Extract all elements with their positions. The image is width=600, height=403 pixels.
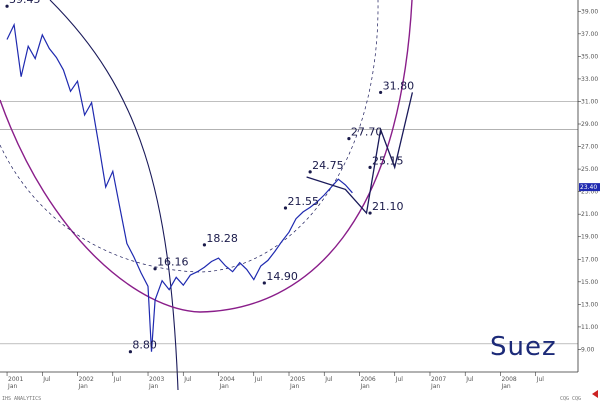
annotation-marker-3 [262,281,266,285]
annotation-marker-0 [5,4,9,8]
dashed-arc [0,0,379,273]
x-tick-sub-2: Jan [78,383,88,390]
annotation-marker-4 [283,206,288,210]
annotation-label-10: 8.80 [132,339,157,352]
y-tick-label-15: 9.00 [581,346,595,353]
arc-overlays [0,0,413,391]
x-tick-sub-12: Jan [430,383,440,390]
y-tick-label-3: 33.00 [581,76,598,83]
annotation-label-6: 27.70 [351,126,383,139]
y-tick-label-11: 17.00 [581,256,598,263]
price-line [6,22,353,352]
x-tick-label-1: Jul [42,376,51,383]
x-tick-label-0: 2001 [8,376,23,383]
x-tick-sub-14: Jan [500,383,510,390]
annotation-label-9: 21.10 [372,200,404,213]
y-tick-label-7: 25.00 [581,166,598,173]
x-tick-label-12: 2007 [431,376,446,383]
x-tick-label-2: 2002 [79,376,94,383]
annotation-marker-8 [368,165,372,169]
y-tick-label-6: 27.00 [581,144,598,151]
y-tick-label-2: 35.00 [581,53,598,60]
annotation-label-0: 39.45 [9,0,41,6]
annotation-label-7: 31.80 [383,79,415,92]
annotation-marker-7 [379,90,383,95]
chart-title: Suez [490,332,557,362]
last-price-badge [579,183,600,192]
last-price-badge-label: 23.40 [580,184,597,191]
x-tick-label-13: Jul [465,376,474,383]
x-tick-label-6: 2004 [220,376,235,383]
annotation-marker-9 [368,211,372,215]
x-tick-label-5: Jul [183,376,192,383]
y-tick-label-5: 29.00 [581,121,598,128]
y-tick-label-9: 21.00 [581,211,598,218]
x-tick-label-4: 2003 [149,376,164,383]
x-tick-label-10: 2006 [360,376,375,383]
y-tick-label-8: 23.00 [581,189,598,196]
descending-arc [49,0,179,391]
y-tick-label-4: 31.00 [581,98,598,105]
price-annotations: 39.45 16.16 18.28 14.90 21.55 24.75 27.70 31.80… [5,0,415,354]
y-tick-label-12: 15.00 [581,279,598,286]
scroll-arrow-icon[interactable] [592,390,598,398]
axes: 39.00 37.00 35.00 33.00 31.00 29.00 27.00 25.00… [0,0,600,390]
projection-path [306,92,414,215]
x-tick-label-15: Jul [536,376,545,383]
annotation-marker-5 [308,170,312,174]
annotation-label-5: 24.75 [312,159,344,172]
annotation-marker-2 [202,243,207,247]
x-tick-sub-8: Jan [289,383,299,390]
price-series [6,22,353,352]
annotation-marker-10 [128,350,133,354]
y-tick-label-1: 37.00 [581,31,598,38]
y-tick-label-14: 11.00 [581,324,598,331]
x-tick-sub-10: Jan [359,383,369,390]
x-tick-label-14: 2008 [501,376,516,383]
annotation-label-8: 25.15 [372,154,404,167]
x-tick-label-9: Jul [324,376,333,383]
x-tick-sub-0: Jan [7,383,17,390]
x-tick-sub-4: Jan [148,383,158,390]
projection-line [306,92,414,215]
annotation-label-4: 21.55 [287,195,319,208]
annotation-marker-1 [153,267,157,271]
y-tick-label-10: 19.00 [581,234,598,241]
x-tick-label-11: Jul [395,376,404,383]
x-tick-sub-6: Jan [219,383,229,390]
x-tick-label-7: Jul [254,376,263,383]
footer-right: CQG CQG [560,396,581,402]
magenta-arc [0,0,413,313]
y-tick-label-13: 13.00 [581,301,598,308]
annotation-label-3: 14.90 [266,270,298,283]
x-tick-label-3: Jul [113,376,122,383]
x-tick-label-8: 2005 [290,376,305,383]
annotation-label-1: 16.16 [157,256,189,269]
y-tick-label-0: 39.00 [581,8,598,15]
annotation-marker-6 [347,137,351,141]
annotation-label-2: 18.28 [206,232,238,245]
footer-left: IHS ANALYTICS [2,396,41,402]
